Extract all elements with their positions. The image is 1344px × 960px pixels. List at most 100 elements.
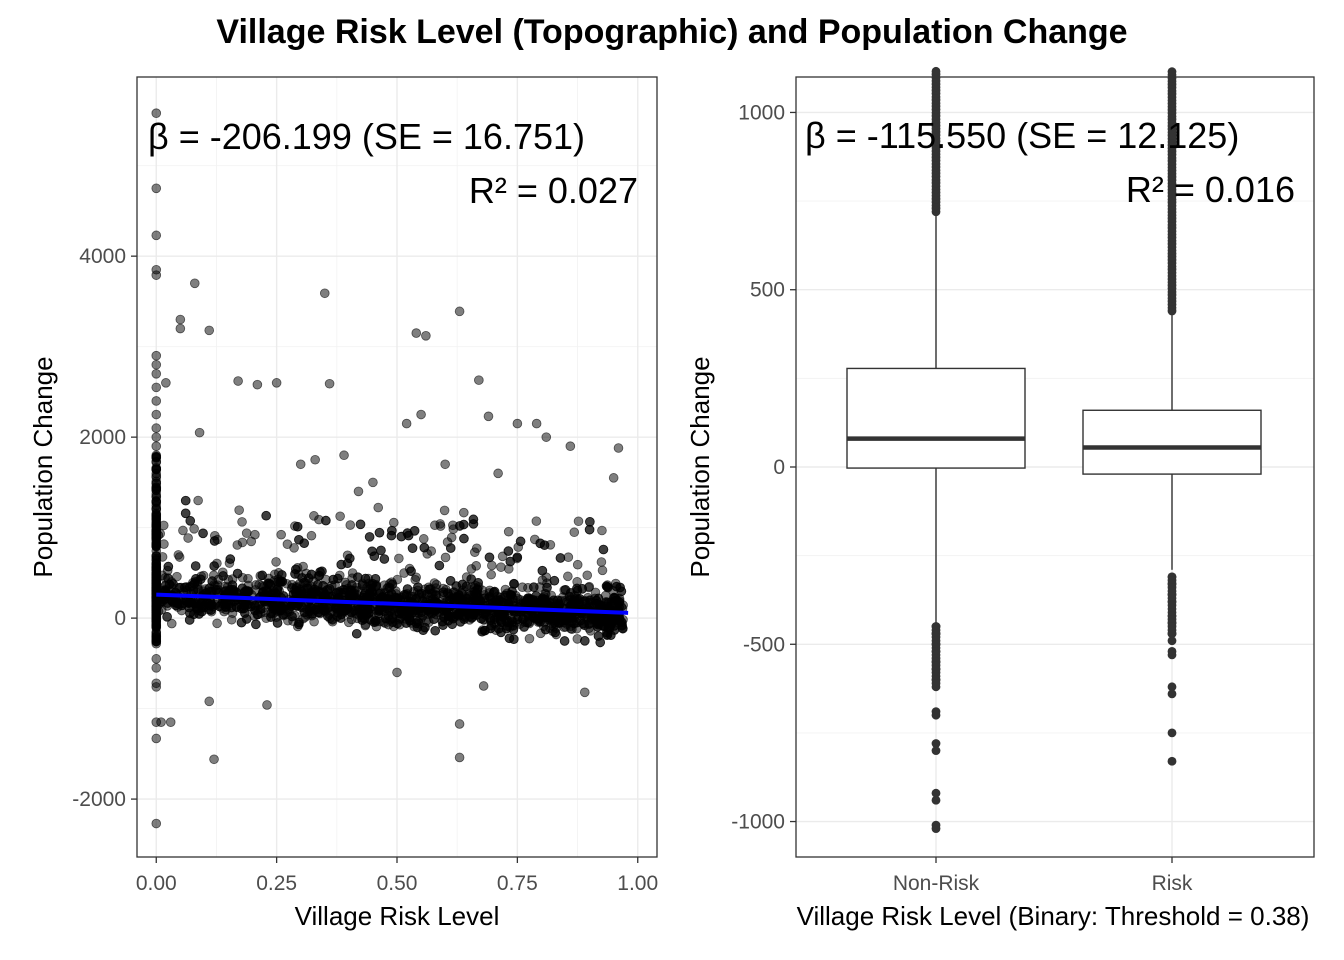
scatter-y-ticks: -2000 0 2000 4000 bbox=[72, 245, 137, 811]
scatter-point bbox=[466, 613, 477, 623]
scatter-point bbox=[156, 717, 166, 727]
scatter-point bbox=[411, 328, 422, 338]
box-outlier-point bbox=[1167, 650, 1177, 660]
scatter-point bbox=[472, 584, 483, 595]
scatter-point bbox=[185, 516, 196, 526]
boxplot-x-ticks: Non-Risk Risk bbox=[893, 857, 1193, 895]
scatter-point bbox=[189, 278, 200, 289]
scatter-point bbox=[454, 521, 465, 531]
scatter-point bbox=[384, 582, 395, 593]
scatter-point bbox=[608, 473, 619, 483]
scatter-point bbox=[207, 576, 218, 586]
scatter-point bbox=[541, 432, 552, 442]
scatter-x-tick-label: 0.25 bbox=[256, 872, 297, 895]
scatter-point bbox=[189, 524, 199, 534]
scatter-point bbox=[566, 611, 577, 622]
scatter-point bbox=[288, 589, 299, 600]
scatter-point bbox=[565, 441, 576, 451]
scatter-point bbox=[474, 375, 484, 385]
scatter-point bbox=[233, 376, 243, 386]
scatter-point bbox=[151, 396, 162, 406]
scatter-point bbox=[461, 581, 472, 592]
scatter-point bbox=[493, 468, 503, 479]
box-outlier-point bbox=[931, 739, 941, 748]
scatter-point bbox=[292, 600, 303, 611]
scatter-point bbox=[151, 611, 162, 621]
scatter-point bbox=[445, 543, 456, 553]
scatter-point bbox=[232, 568, 243, 579]
scatter-point bbox=[602, 582, 613, 592]
scatter-point bbox=[204, 325, 215, 336]
scatter-point bbox=[418, 534, 429, 544]
scatter-point bbox=[484, 552, 495, 563]
scatter-point bbox=[237, 517, 247, 527]
scatter-x-tick-label: 0.75 bbox=[497, 872, 538, 895]
scatter-point bbox=[387, 525, 397, 536]
scatter-point bbox=[226, 614, 237, 625]
scatter-y-tick-label: 4000 bbox=[79, 245, 126, 268]
scatter-y-tick-label: 0 bbox=[114, 607, 126, 630]
figure-title: Village Risk Level (Topographic) and Pop… bbox=[216, 13, 1127, 51]
scatter-point bbox=[174, 552, 185, 562]
scatter-x-tick-label: 0.50 bbox=[377, 872, 418, 895]
scatter-point bbox=[588, 601, 598, 611]
box-outlier-point bbox=[931, 678, 941, 688]
scatter-point bbox=[227, 580, 238, 590]
scatter-point bbox=[379, 554, 390, 564]
scatter-point bbox=[535, 617, 545, 627]
scatter-point bbox=[494, 623, 504, 634]
scatter-point bbox=[257, 570, 268, 581]
scatter-point bbox=[287, 611, 297, 622]
scatter-point bbox=[471, 561, 482, 571]
scatter-point bbox=[466, 574, 477, 584]
scatter-point bbox=[597, 525, 607, 536]
scatter-point bbox=[512, 614, 523, 625]
scatter-point bbox=[580, 636, 590, 646]
scatter-point bbox=[368, 477, 378, 488]
box-outlier-point bbox=[1167, 756, 1177, 766]
scatter-point bbox=[440, 552, 451, 563]
scatter-point bbox=[151, 359, 162, 370]
scatter-point bbox=[431, 590, 442, 600]
boxplot-x-tick-label: Non-Risk bbox=[893, 872, 980, 895]
scatter-point bbox=[479, 593, 490, 604]
scatter-point bbox=[407, 543, 418, 553]
scatter-point bbox=[151, 550, 162, 561]
scatter-point bbox=[406, 566, 416, 576]
scatter-point bbox=[310, 604, 321, 615]
scatter-point bbox=[563, 571, 573, 582]
scatter-point bbox=[374, 527, 385, 538]
scatter-point bbox=[271, 378, 282, 388]
boxplot-x-tick-label: Risk bbox=[1152, 872, 1193, 895]
scatter-point bbox=[310, 454, 320, 465]
scatter-point bbox=[389, 517, 399, 528]
scatter-point bbox=[151, 663, 162, 673]
scatter-point bbox=[554, 599, 565, 610]
scatter-point bbox=[262, 700, 272, 710]
box-outlier-point bbox=[931, 788, 941, 798]
box-outlier-point bbox=[1167, 67, 1177, 77]
scatter-point bbox=[430, 625, 440, 636]
scatter-point bbox=[151, 108, 162, 118]
scatter-point bbox=[618, 623, 628, 634]
scatter-point bbox=[365, 615, 376, 625]
scatter-point bbox=[151, 519, 162, 530]
box-outlier-point bbox=[931, 710, 941, 720]
scatter-beta-annotation: β = -206.199 (SE = 16.751) bbox=[148, 116, 585, 157]
scatter-point bbox=[470, 547, 480, 557]
scatter-point bbox=[253, 609, 263, 620]
scatter-point bbox=[373, 502, 384, 513]
box-outlier-point bbox=[931, 824, 941, 834]
scatter-point bbox=[294, 619, 304, 630]
scatter-point bbox=[504, 633, 515, 644]
boxplot-panel: Non-Risk Risk -1000 -500 0 500 1000 β = -115.… bbox=[685, 66, 1315, 931]
scatter-point bbox=[151, 654, 162, 664]
scatter-point bbox=[234, 505, 244, 515]
scatter-point bbox=[151, 432, 162, 442]
scatter-point bbox=[151, 636, 162, 647]
scatter-point bbox=[174, 582, 185, 593]
scatter-point bbox=[342, 558, 353, 569]
scatter-point bbox=[273, 602, 284, 613]
scatter-point bbox=[447, 619, 457, 630]
boxplot-y-tick-label: -500 bbox=[743, 633, 785, 656]
